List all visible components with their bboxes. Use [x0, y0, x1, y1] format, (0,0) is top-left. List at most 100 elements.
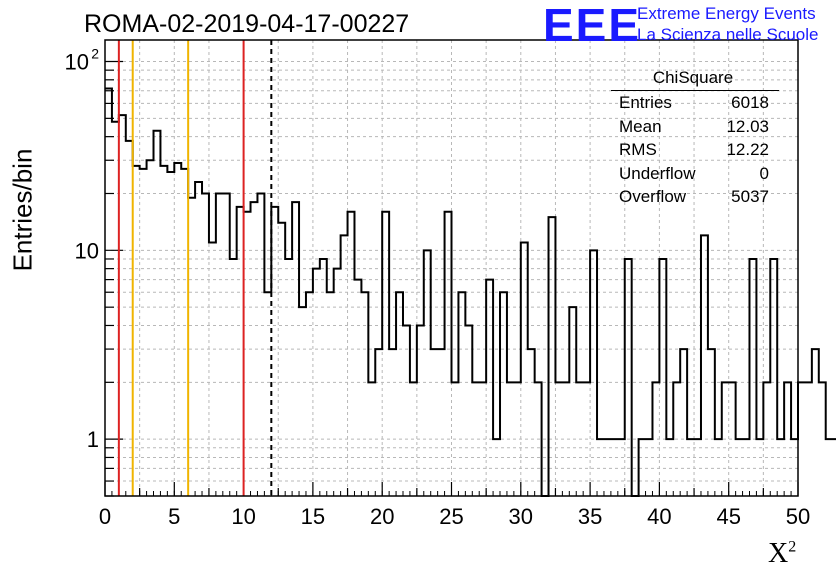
histogram-bin: [382, 212, 389, 496]
histogram-bin: [438, 349, 445, 496]
histogram-bin: [666, 439, 673, 496]
logo-line-1: Extreme Energy Events: [637, 4, 816, 23]
histogram-bin: [320, 259, 327, 496]
histogram-bin: [174, 163, 181, 496]
x-tick-label: 30: [509, 504, 533, 529]
histogram-bin: [251, 202, 258, 496]
histogram-bin: [500, 292, 507, 496]
stats-value: 6018: [731, 93, 769, 112]
histogram-bin: [431, 349, 438, 496]
stats-value: 0: [759, 163, 769, 183]
stats-label: Entries: [619, 93, 672, 112]
y-axis-label-box: Entries/bin: [6, 110, 40, 310]
histogram-bin: [403, 325, 410, 496]
histogram-bin: [119, 115, 126, 496]
stats-label: Underflow: [619, 163, 696, 183]
y-tick-label: 1: [87, 427, 99, 452]
histogram-bin: [562, 382, 569, 496]
histogram-bin: [701, 235, 708, 496]
histogram-bin: [424, 250, 431, 496]
x-tick-label: 5: [168, 504, 180, 529]
histogram-bin: [147, 160, 154, 496]
histogram-bin: [819, 382, 826, 496]
histogram-bin: [777, 439, 784, 496]
stats-value: 5037: [731, 187, 769, 206]
stats-row-underflow: Underflow 0: [611, 162, 779, 186]
histogram-bin: [271, 207, 278, 496]
plot-frame: [104, 39, 799, 497]
histogram-bin: [673, 382, 680, 496]
x-tick-label: 20: [370, 504, 394, 529]
histogram-bin: [590, 250, 597, 496]
run-title: ROMA-02-2019-04-17-00227: [84, 10, 410, 38]
histogram-bin: [659, 259, 666, 496]
stats-row-rms: RMS 12.22: [611, 138, 779, 162]
histogram-bin: [410, 382, 417, 496]
histogram-bin: [812, 349, 819, 496]
histogram-bin: [223, 193, 230, 496]
stats-label: RMS: [619, 140, 657, 159]
logo-line-2: La Scienza nelle Scuole: [637, 25, 819, 44]
histogram-bin: [514, 382, 521, 496]
stats-label: Mean: [619, 116, 662, 136]
histogram-bins: [105, 87, 836, 497]
histogram-bin: [264, 292, 271, 496]
y-tick-label: 10: [65, 50, 89, 75]
histogram-bin: [576, 382, 583, 496]
histogram-bin: [354, 280, 361, 496]
x-axis-label-superscript: 2: [788, 538, 797, 556]
histogram-bin: [341, 235, 348, 496]
histogram-bin: [722, 382, 729, 496]
histogram-bin: [361, 292, 368, 496]
histogram-bin: [133, 166, 140, 496]
histogram-bin: [479, 382, 486, 496]
histogram-bin: [729, 382, 736, 496]
histogram-bin: [465, 325, 472, 496]
histogram-bin: [167, 172, 174, 496]
histogram-bin: [257, 193, 264, 496]
threshold-lines: [117, 40, 273, 496]
histogram-bin: [528, 349, 535, 496]
stats-value: 12.22: [726, 140, 769, 159]
histogram-bin: [126, 141, 133, 496]
histogram-bin: [327, 292, 334, 496]
histogram-bin: [181, 169, 188, 496]
x-tick-labels: 0 5 10 15 20 25 30 35 40 45 50: [99, 504, 810, 529]
histogram-bin: [763, 382, 770, 496]
histogram-bin: [368, 382, 375, 496]
histogram-bin: [278, 223, 285, 496]
histogram-bin: [749, 259, 756, 496]
x-tick-label: 35: [578, 504, 602, 529]
histogram-bin: [549, 217, 556, 496]
y-tick-exponent: 2: [91, 46, 99, 62]
histogram-bin: [160, 166, 167, 496]
histogram-bin: [583, 382, 590, 496]
histogram-bin: [798, 382, 805, 496]
histogram-bin: [743, 439, 750, 496]
histogram-bin: [687, 439, 694, 496]
histogram-bin: [105, 88, 112, 496]
histogram-bin: [604, 439, 611, 496]
x-axis-label: X2: [768, 538, 796, 570]
histogram-bin: [770, 259, 777, 496]
histogram-bin: [452, 382, 459, 496]
histogram-bin: [445, 212, 452, 496]
histogram-bin: [826, 439, 833, 496]
x-axis-label-base: X: [768, 538, 789, 569]
eee-logo: EEE: [543, 0, 642, 51]
stats-row-overflow: Overflow 5037: [611, 185, 779, 209]
x-tick-label: 50: [786, 504, 810, 529]
histogram-bin: [417, 325, 424, 496]
histogram-bin: [535, 382, 542, 496]
histogram-bin: [244, 212, 251, 496]
histogram-bin: [396, 292, 403, 496]
histogram-bin: [736, 439, 743, 496]
histogram-bin: [680, 349, 687, 496]
histogram-bin: [458, 292, 465, 496]
histogram-bin: [389, 349, 396, 496]
x-tick-label: 40: [647, 504, 671, 529]
histogram-bin: [375, 349, 382, 496]
histogram-bin: [209, 243, 216, 496]
histogram-bin: [493, 439, 500, 496]
